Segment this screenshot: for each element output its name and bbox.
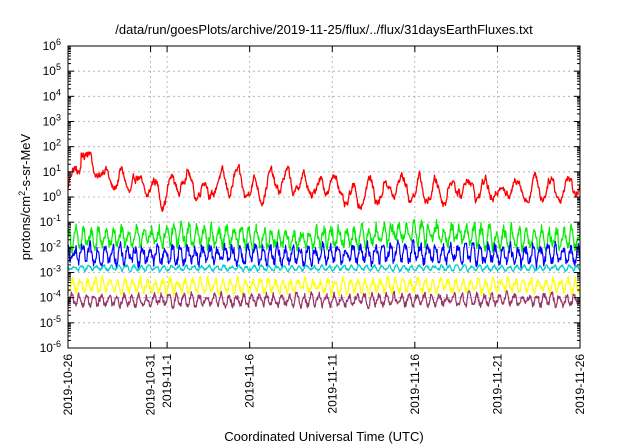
x-tick-label: 2019-11-21: [490, 354, 504, 415]
grid: [68, 46, 580, 348]
y-tick-label: 10-4: [40, 289, 61, 305]
x-tick-labels: 2019-10-26 2019-10-31 2019-11-1 2019-11-6 20…: [61, 354, 587, 416]
x-axis-label: Coordinated Universal Time (UTC): [224, 429, 423, 444]
y-tick-label: 105: [43, 62, 61, 78]
y-tick-labels: 10-6 10-5 10-4 10-3 10-2 10-1 100 101 102 103 104 1…: [40, 37, 61, 355]
x-tick-label: 2019-11-26: [573, 354, 587, 415]
series-line-1: [67, 151, 581, 213]
x-tick-label: 2019-11-11: [325, 354, 339, 414]
y-tick-label: 104: [43, 87, 61, 103]
x-tick-label: 2019-11-16: [408, 354, 422, 415]
x-tick-label: 2019-11-6: [243, 354, 257, 408]
x-tick-label: 2019-10-31: [144, 354, 158, 416]
series-layer: [67, 151, 581, 310]
y-axis-label: protons/cm2-s-sr-MeV: [17, 133, 33, 260]
y-tick-label: 101: [43, 163, 61, 179]
y-tick-label: 100: [43, 188, 61, 204]
y-tick-label: 102: [43, 138, 61, 154]
y-tick-label: 10-6: [40, 339, 61, 355]
y-tick-label: 10-5: [40, 314, 61, 330]
ticks: [67, 45, 581, 349]
series-line-6: [67, 290, 581, 310]
y-tick-label: 10-3: [40, 264, 61, 280]
y-tick-label: 10-1: [40, 213, 61, 229]
series-line-3: [67, 239, 581, 270]
x-tick-label: 2019-10-26: [61, 354, 75, 416]
y-tick-label: 10-2: [40, 238, 61, 254]
chart-title: /data/run/goesPlots/archive/2019-11-25/f…: [115, 22, 533, 37]
series-line-5: [67, 275, 581, 297]
series-line-2: [67, 218, 581, 254]
y-tick-label: 103: [43, 113, 61, 129]
series-line-4: [67, 264, 581, 273]
x-tick-label: 2019-11-1: [160, 354, 174, 408]
y-tick-label: 106: [43, 37, 61, 53]
